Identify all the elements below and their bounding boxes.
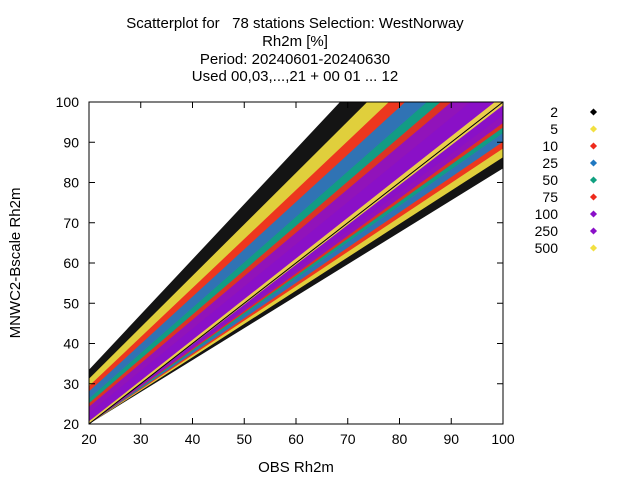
x-tick-label: 90: [443, 431, 459, 447]
legend-marker-25: [589, 159, 598, 167]
legend-label-10: 10: [542, 138, 558, 154]
chart-title-line-4: Used 00,03,...,21 + 00 01 ... 12: [191, 68, 399, 85]
x-axis-title: OBS Rh2m: [258, 459, 334, 476]
y-tick-label: 60: [63, 255, 79, 271]
y-tick-label: 90: [63, 134, 79, 150]
x-tick-label: 70: [340, 431, 356, 447]
x-axis: 20 30 40 50 60 70 80 90 100: [81, 102, 515, 447]
chart-title-line-2: Rh2m [%]: [262, 33, 328, 50]
x-tick-label: 60: [288, 431, 304, 447]
x-tick-label: 100: [491, 431, 515, 447]
chart-title-line-1: Scatterplot for 78 stations Selection: W…: [126, 15, 464, 32]
x-tick-label: 30: [133, 431, 149, 447]
legend-label-2: 2: [550, 104, 558, 120]
x-tick-label: 80: [392, 431, 408, 447]
chart-title-line-3: Period: 20240601-20240630: [199, 51, 391, 68]
y-tick-label: 40: [63, 336, 79, 352]
legend-marker-5: [589, 125, 598, 133]
x-tick-label: 50: [236, 431, 252, 447]
legend-marker-500: [589, 244, 598, 252]
y-tick-label: 80: [63, 175, 79, 191]
y-axis-title: MNWC2-Bscale Rh2m: [7, 188, 24, 339]
y-tick-label: 100: [56, 94, 80, 110]
legend-marker-75: [589, 193, 598, 201]
legend-label-75: 75: [542, 189, 558, 205]
legend-marker-250: [589, 227, 598, 235]
y-tick-label: 30: [63, 376, 79, 392]
legend-label-250: 250: [535, 223, 559, 239]
y-axis: 20 30 40 50 60 70 80 90 100: [56, 94, 503, 432]
legend-label-500: 500: [535, 240, 559, 256]
legend-label-25: 25: [542, 155, 558, 171]
legend-marker-10: [589, 142, 598, 150]
legend-marker-2: [589, 108, 598, 116]
legend-label-100: 100: [535, 206, 559, 222]
x-tick-label: 20: [81, 431, 97, 447]
y-tick-label: 50: [63, 295, 79, 311]
legend-label-5: 5: [550, 121, 558, 137]
y-tick-label: 70: [63, 215, 79, 231]
one-to-one-line: [88, 101, 504, 425]
x-tick-label: 40: [185, 431, 201, 447]
y-tick-label: 20: [63, 416, 79, 432]
legend-marker-50: [589, 176, 598, 184]
legend-label-50: 50: [542, 172, 558, 188]
legend-marker-100: [589, 210, 598, 218]
